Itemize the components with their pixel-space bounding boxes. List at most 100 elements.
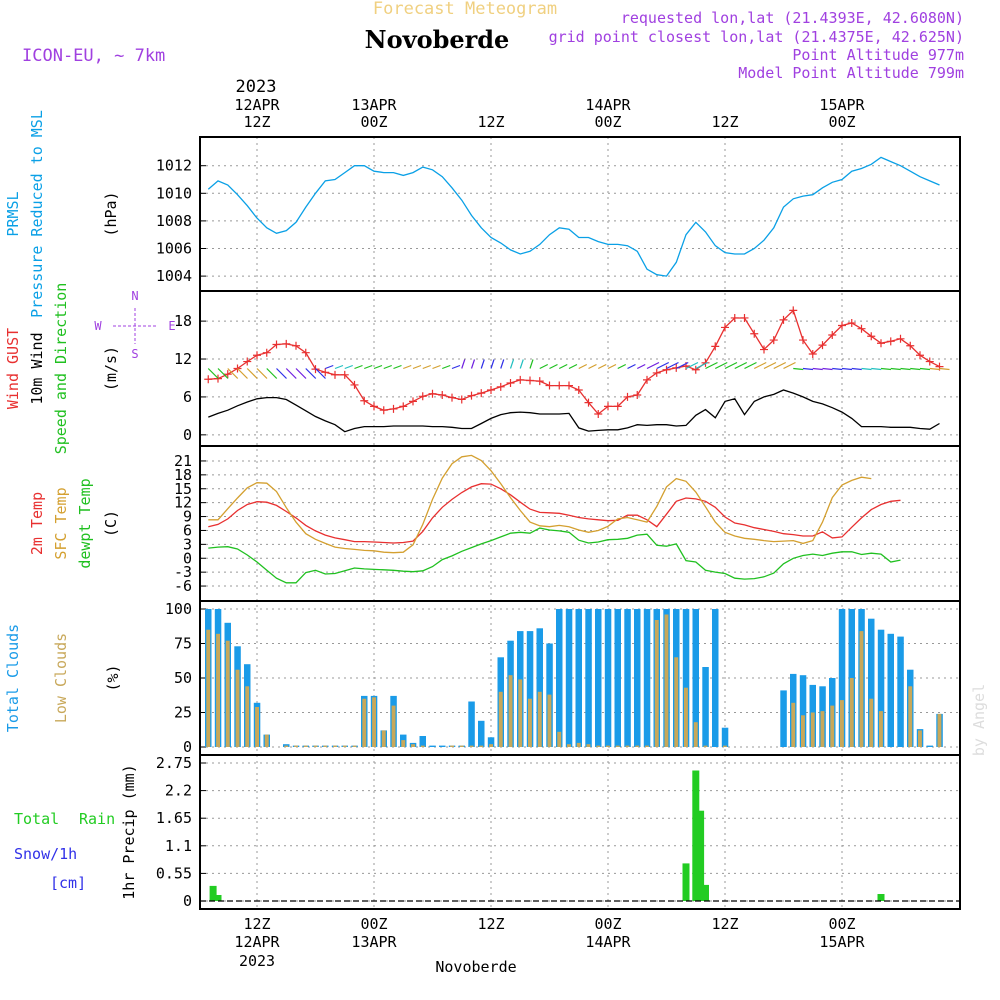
low-cloud-bar (547, 694, 552, 747)
compass-south-label: S (131, 347, 138, 361)
bottom-hour-label: 12Z (477, 915, 504, 933)
low-cloud-bar (528, 698, 532, 747)
bottom-year-label: 2023 (239, 952, 275, 970)
gust-point-marker (818, 341, 827, 350)
low-cloud-bar (362, 698, 367, 747)
low-cloud-bar (557, 731, 562, 747)
wind-direction-arrow (558, 363, 568, 370)
wind-direction-arrow (383, 364, 392, 370)
y-tick-label: 18 (174, 466, 192, 484)
low-cloud-bar (840, 700, 844, 747)
y-tick-label: 1006 (156, 240, 192, 258)
wind-direction-arrow (939, 367, 950, 371)
wind-direction-arrow (354, 364, 363, 370)
wind-direction-arrow (695, 361, 709, 370)
wind-direction-arrow (237, 368, 248, 379)
wind-direction-arrow (529, 359, 534, 369)
wind-direction-arrow (519, 359, 524, 369)
gust-point-marker (321, 368, 330, 377)
gust-point-marker (526, 376, 534, 385)
total-cloud-bar (702, 667, 709, 747)
series-line-pressure (207, 156, 940, 277)
wind-direction-arrow (929, 367, 940, 371)
wind-direction-arrow (451, 364, 461, 370)
wind-direction-arrow (763, 361, 777, 370)
bottom-hour-label: 00Z (594, 915, 621, 933)
total-cloud-bar (614, 609, 621, 747)
low-cloud-bar (216, 633, 220, 747)
gust-point-marker (652, 368, 661, 377)
wind-direction-arrow (734, 361, 748, 370)
gust-point-marker (760, 345, 768, 354)
total-cloud-bar (487, 737, 495, 747)
gust-point-marker (350, 380, 359, 389)
wind-direction-arrow (822, 367, 833, 371)
bottom-hour-label: 00Z (828, 915, 855, 933)
panel-pressure: 1004 1006 1008 1010 1012 PRMSL Pressure Reduce… (4, 110, 961, 318)
wind-direction-arrow (490, 359, 495, 369)
low-cloud-bar (235, 669, 240, 747)
low-cloud-bar (420, 745, 425, 747)
y-tick-label: 15 (174, 480, 192, 498)
wind-direction-arrow (461, 359, 466, 369)
gust-point-marker (409, 397, 417, 406)
wind-direction-arrow (442, 364, 451, 370)
gust-point-marker (867, 332, 876, 341)
y-tick-label: 25 (174, 704, 192, 722)
total-cloud-bar (429, 745, 436, 747)
y-tick-label: -6 (174, 577, 192, 595)
wind-direction-arrow (217, 368, 229, 379)
low-cloud-bar (615, 745, 620, 747)
gust-point-marker (847, 319, 856, 328)
total-cloud-bar (565, 609, 573, 747)
low-cloud-bar (635, 745, 640, 747)
wind-direction-arrow (832, 367, 843, 371)
panel-side-label: SFC Temp (52, 487, 70, 559)
wind-direction-arrow (422, 364, 431, 370)
panel-wind: 0 6 12 18 Wind GUST 10m Wind Speed and Directi… (4, 283, 961, 454)
y-tick-label: 0 (183, 892, 192, 910)
info-line-4: Model Point Altitude 799m (738, 64, 964, 82)
wind-direction-arrow (325, 364, 334, 370)
low-cloud-bar (479, 745, 484, 747)
top-date-label: 15APR (819, 96, 865, 114)
gust-point-marker (886, 337, 895, 346)
y-tick-label: 2.2 (165, 782, 192, 800)
gust-point-marker (643, 375, 651, 384)
low-cloud-bar (303, 745, 308, 747)
gust-point-marker (253, 351, 261, 360)
low-cloud-bar (294, 745, 298, 747)
gust-point-marker (721, 323, 729, 332)
wind-direction-arrow (802, 367, 814, 371)
y-tick-label: 0 (183, 738, 192, 756)
wind-direction-arrow (246, 368, 258, 379)
gust-point-marker (496, 382, 505, 391)
low-cloud-bar (820, 711, 825, 747)
y-tick-label: 1.1 (165, 837, 192, 855)
wind-direction-arrow (841, 367, 853, 371)
wind-direction-arrow (617, 363, 627, 370)
wind-direction-arrow (656, 361, 670, 370)
wind-direction-arrow (607, 363, 617, 370)
low-cloud-bar (830, 705, 835, 747)
wind-direction-arrow (285, 368, 297, 379)
wind-compass-group: N W E S (94, 289, 175, 361)
low-cloud-bar (459, 745, 464, 747)
wind-direction-arrow (871, 367, 882, 371)
low-cloud-bar (333, 745, 337, 747)
low-cloud-bar (245, 686, 250, 747)
total-cloud-bar (643, 609, 651, 747)
wind-direction-arrow (412, 364, 422, 370)
precip-axis-label: 1hr Precip (mm) (120, 764, 138, 899)
gust-point-marker (594, 409, 603, 418)
wind-direction-arrow (315, 368, 326, 379)
panel-frame (199, 754, 961, 910)
gust-point-marker (799, 336, 807, 345)
compass-east-label: E (168, 319, 175, 333)
gust-point-marker (545, 381, 554, 390)
gust-point-marker (389, 404, 398, 413)
wind-direction-arrow (500, 359, 505, 369)
y-tick-label: 3 (183, 535, 192, 553)
panel-unit-label: (m/s) (102, 346, 120, 391)
low-cloud-bar (859, 631, 864, 747)
